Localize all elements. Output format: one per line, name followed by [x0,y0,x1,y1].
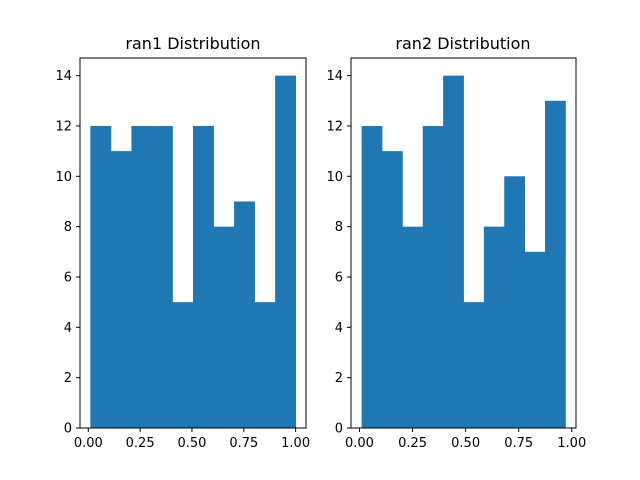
x-tick-label: 0.75 [229,436,258,451]
histogram-bar [172,302,194,428]
bars-group [90,75,297,429]
x-tick-label: 1.00 [557,436,586,451]
y-tick-label: 10 [326,170,343,185]
y-tick-label: 8 [335,220,343,235]
histogram-bar [545,100,566,428]
histogram-bar [483,226,505,428]
y-tick-label: 14 [326,69,343,84]
histogram-bar [361,125,383,429]
x-tick-label: 0.00 [345,436,374,451]
histogram-bar [151,125,173,429]
y-tick-label: 8 [64,220,72,235]
x-tick-label: 1.00 [281,436,310,451]
histogram-bar [110,151,132,428]
bars-group [361,75,566,429]
histogram-bar [275,75,297,428]
histogram-bar [254,302,276,428]
y-tick-label: 4 [64,321,72,336]
y-tick-label: 12 [55,119,72,134]
x-tick-label: 0.00 [74,436,103,451]
histogram-bar [381,151,403,428]
histogram-bar [193,125,214,429]
histogram-bar [422,125,444,429]
y-tick-label: 4 [335,321,343,336]
y-axis: 0 2 4 6 8 10 12 14 [326,69,351,437]
histogram-bar [90,125,112,429]
histogram-bar [234,201,255,428]
x-axis: 0.00 0.25 0.50 0.75 1.00 [345,428,586,451]
chart-title: ran2 Distribution [395,34,530,53]
x-tick-label: 0.50 [451,436,480,451]
histogram-bar [213,226,235,428]
y-tick-label: 6 [335,270,343,285]
y-tick-label: 2 [64,371,72,386]
x-tick-label: 0.25 [126,436,155,451]
histogram-bar [402,226,424,428]
y-tick-label: 6 [64,270,72,285]
histogram-bar [131,125,153,429]
plot-frame [79,57,307,429]
x-tick-label: 0.75 [504,436,533,451]
x-axis: 0.00 0.25 0.50 0.75 1.00 [74,428,310,451]
chart-title: ran1 Distribution [125,34,260,53]
histogram-bar [524,251,546,428]
plot-frame [350,57,577,429]
x-tick-label: 0.25 [398,436,427,451]
y-tick-label: 0 [64,422,72,437]
y-tick-label: 2 [335,371,343,386]
y-tick-label: 14 [55,69,72,84]
histogram-bar [504,176,526,428]
x-tick-label: 0.50 [177,436,206,451]
y-axis: 0 2 4 6 8 10 12 14 [55,69,80,437]
histogram-bar [463,302,485,428]
histogram-bar [443,75,464,428]
y-tick-label: 12 [326,119,343,134]
y-tick-label: 10 [55,170,72,185]
y-tick-label: 0 [335,422,343,437]
